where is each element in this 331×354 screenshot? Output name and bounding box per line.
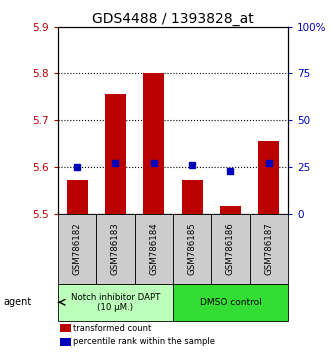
Text: transformed count: transformed count — [73, 324, 151, 332]
Bar — [143, 73, 164, 214]
Text: DMSO control: DMSO control — [200, 298, 261, 307]
Bar — [96, 214, 135, 284]
Bar — [58, 284, 173, 321]
Text: GSM786182: GSM786182 — [72, 222, 82, 275]
Bar — [258, 141, 279, 214]
Bar — [60, 338, 71, 346]
Text: agent: agent — [3, 297, 31, 307]
Bar — [220, 206, 241, 214]
Text: GSM786184: GSM786184 — [149, 222, 158, 275]
Bar — [135, 214, 173, 284]
Bar — [182, 180, 203, 214]
Bar — [60, 324, 71, 332]
Text: Notch inhibitor DAPT
(10 μM.): Notch inhibitor DAPT (10 μM.) — [71, 292, 160, 312]
Text: GSM786185: GSM786185 — [188, 222, 197, 275]
Bar — [173, 214, 211, 284]
Bar — [211, 214, 250, 284]
Bar — [58, 214, 96, 284]
Text: GSM786183: GSM786183 — [111, 222, 120, 275]
Bar — [173, 284, 288, 321]
Text: GSM786186: GSM786186 — [226, 222, 235, 275]
Text: percentile rank within the sample: percentile rank within the sample — [73, 337, 215, 347]
Text: GSM786187: GSM786187 — [264, 222, 273, 275]
Bar — [250, 214, 288, 284]
Title: GDS4488 / 1393828_at: GDS4488 / 1393828_at — [92, 12, 254, 25]
Bar — [105, 95, 126, 214]
Bar — [67, 180, 88, 214]
